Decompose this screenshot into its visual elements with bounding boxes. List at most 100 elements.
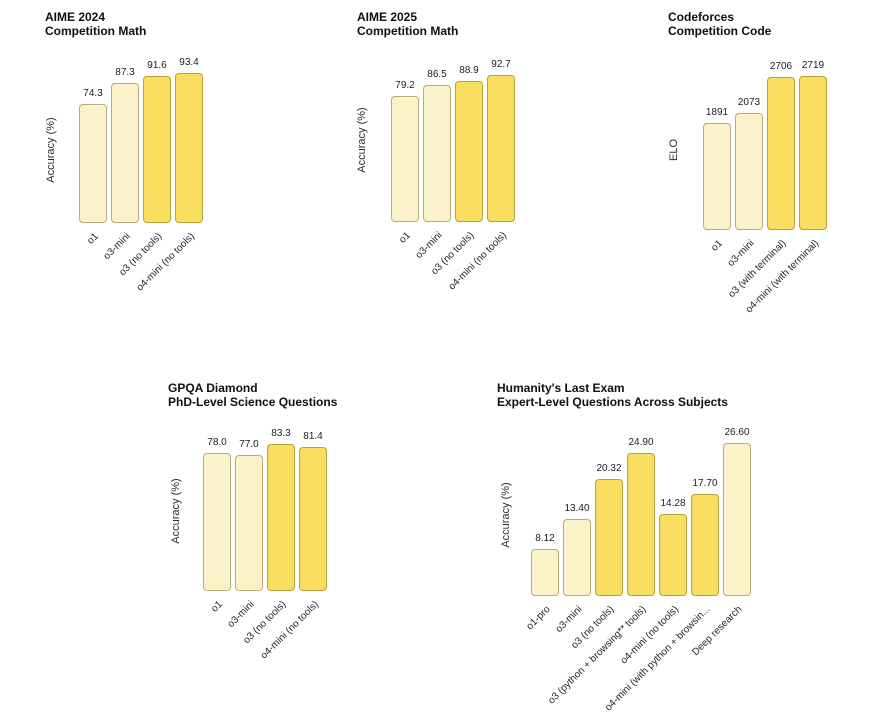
bar-value-label: 13.40 — [564, 503, 590, 514]
bar-value-label: 93.4 — [179, 57, 199, 68]
chart-subtitle: Competition Math — [45, 24, 147, 38]
bar-slot: 86.5 o3-mini — [414, 69, 451, 261]
bar-category-label: o4-mini (no tools) — [618, 604, 681, 667]
bar-slot: 14.28 o4-mini (no tools) — [618, 443, 687, 666]
bar-slot: 92.7 o4-mini (no tools) — [446, 59, 515, 292]
chart-title-line1: GPQA Diamond — [168, 381, 258, 395]
bar-deep-research — [723, 443, 751, 596]
bar-value-label: 14.28 — [660, 498, 686, 509]
bar-slot: 74.3 o1 — [79, 73, 107, 247]
bar-o1 — [391, 96, 419, 222]
bar-slot: 88.9 o3 (no tools) — [430, 65, 483, 277]
bar-value-label: 79.2 — [395, 80, 415, 91]
bar-slot: 1891 o1 — [703, 76, 731, 254]
bar-o3-mini — [735, 113, 763, 230]
bar-slot: 2706 o3 (with terminal) — [727, 61, 795, 300]
bar-value-label: 92.7 — [491, 59, 511, 70]
chart-title: GPQA Diamond PhD-Level Science Questions — [168, 381, 337, 409]
bar-o1 — [203, 453, 231, 591]
bar-slot: 24.90 o3 (python + browsing** tools) — [546, 437, 655, 706]
chart-subtitle: Competition Code — [668, 24, 772, 38]
bar-value-label: 17.70 — [692, 478, 718, 489]
bar-slot: 91.6 o3 (no tools) — [118, 60, 171, 278]
chart-humanitys-last-exam: Humanity's Last Exam Expert-Level Questi… — [497, 381, 867, 716]
plot-area: 79.2 o1 86.5 o3-mini 88.9 o3 (no tools) 92.7 o4… — [391, 59, 515, 292]
bar-category-label: o3-mini — [725, 238, 757, 269]
bar-o1 — [79, 104, 107, 223]
bar-slot: 93.4 o4-mini (no tools) — [134, 57, 203, 293]
y-axis-label: Accuracy (%) — [170, 478, 182, 544]
bar-value-label: 2719 — [801, 60, 825, 71]
bar-value-label: 2073 — [737, 97, 761, 108]
bar-value-label: 91.6 — [147, 60, 167, 71]
bar-category-label: o1 — [397, 230, 413, 246]
bar-slot: 78.0 o1 — [203, 437, 231, 615]
bar-value-label: 87.3 — [115, 67, 135, 78]
bar-o3-no-tools — [595, 479, 623, 596]
bar-category-label: o3-mini — [101, 231, 133, 262]
chart-title-line1: Humanity's Last Exam — [497, 381, 625, 395]
bar-slot: 2719 o4-mini (with terminal) — [743, 60, 827, 315]
bar-o4-mini-no-tools — [487, 75, 515, 222]
bar-value-label: 78.0 — [207, 437, 227, 448]
bar-o3-no-tools — [267, 444, 295, 591]
chart-subtitle: Expert-Level Questions Across Subjects — [497, 395, 728, 409]
chart-title-line1: AIME 2025 — [357, 10, 418, 24]
chart-subtitle: Competition Math — [357, 24, 459, 38]
plot-area: 8.12 o1-pro 13.40 o3-mini 20.32 o3 (no tools)… — [525, 427, 751, 713]
bar-value-label: 88.9 — [459, 65, 479, 76]
chart-title: Codeforces Competition Code — [668, 10, 771, 38]
bar-slot: 2073 o3-mini — [726, 76, 763, 269]
bar-slot: 79.2 o1 — [391, 75, 419, 246]
chart-codeforces: Codeforces Competition Code ELO 1891 o1 20… — [668, 10, 868, 320]
bar-category-label: o3 (with terminal) — [726, 238, 789, 301]
chart-title-line1: Codeforces — [668, 10, 735, 24]
bar-value-label: 86.5 — [427, 69, 447, 80]
bar-o3-no-tools — [455, 81, 483, 222]
chart-title: AIME 2024 Competition Math — [45, 10, 146, 38]
bar-o4-mini-with-python-browsin — [691, 494, 719, 596]
bar-slot: 17.70 o4-mini (with python + browsin... — [603, 443, 719, 713]
bar-o1 — [703, 123, 731, 230]
bar-o4-mini-no-tools — [659, 514, 687, 596]
chart-gpqa-diamond: GPQA Diamond PhD-Level Science Questions… — [168, 381, 438, 681]
bar-category-label: o4-mini (no tools) — [446, 230, 509, 293]
bar-o1-pro — [531, 549, 559, 596]
bar-value-label: 26.60 — [724, 427, 750, 438]
bar-slot: 20.32 o3 (no tools) — [570, 443, 623, 651]
bar-value-label: 83.3 — [271, 428, 291, 439]
chart-subtitle: PhD-Level Science Questions — [168, 395, 338, 409]
bar-o3-mini — [563, 519, 591, 596]
bar-value-label: 24.90 — [628, 437, 654, 448]
bar-slot: 83.3 o3 (no tools) — [242, 428, 295, 646]
bar-slot: 26.60 Deep research — [691, 427, 751, 658]
bar-o4-mini-no-tools — [299, 447, 327, 591]
plot-area: 1891 o1 2073 o3-mini 2706 o3 (with terminal) 2… — [703, 60, 827, 315]
bar-o3-with-terminal — [767, 77, 795, 230]
bar-category-label: o1 — [209, 599, 225, 615]
chart-aime-2024: AIME 2024 Competition Math Accuracy (%) … — [45, 10, 315, 310]
bar-value-label: 2706 — [769, 61, 793, 72]
bar-category-label: o3-mini — [553, 604, 585, 635]
y-axis-label: Accuracy (%) — [45, 117, 57, 183]
chart-title: Humanity's Last Exam Expert-Level Questi… — [497, 381, 728, 409]
bar-slot: 13.40 o3-mini — [554, 443, 591, 635]
bar-category-label: o3-mini — [225, 599, 257, 630]
bar-value-label: 20.32 — [596, 463, 622, 474]
bar-slot: 81.4 o4-mini (no tools) — [258, 431, 327, 661]
bar-o4-mini-no-tools — [175, 73, 203, 223]
bar-o3-mini — [423, 85, 451, 222]
plot-area: 78.0 o1 77.0 o3-mini 83.3 o3 (no tools) 81.4 o4… — [203, 428, 327, 661]
bar-category-label: o4-mini (no tools) — [134, 231, 197, 294]
bar-value-label: 1891 — [705, 107, 729, 118]
chart-title: AIME 2025 Competition Math — [357, 10, 458, 38]
bar-value-label: 77.0 — [239, 439, 259, 450]
bar-slot: 77.0 o3-mini — [226, 439, 263, 630]
bar-category-label: o1 — [85, 231, 101, 247]
y-axis-label: ELO — [668, 138, 680, 162]
plot-area: 74.3 o1 87.3 o3-mini 91.6 o3 (no tools) 93.4 o4… — [79, 57, 203, 293]
bar-category-label: o1-pro — [524, 604, 553, 633]
bar-o3-mini — [111, 83, 139, 223]
bar-o3-mini — [235, 455, 263, 591]
